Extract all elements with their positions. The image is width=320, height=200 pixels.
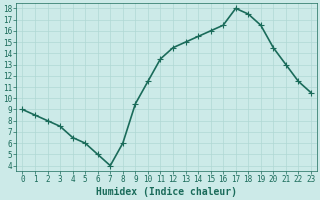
X-axis label: Humidex (Indice chaleur): Humidex (Indice chaleur) bbox=[96, 187, 237, 197]
